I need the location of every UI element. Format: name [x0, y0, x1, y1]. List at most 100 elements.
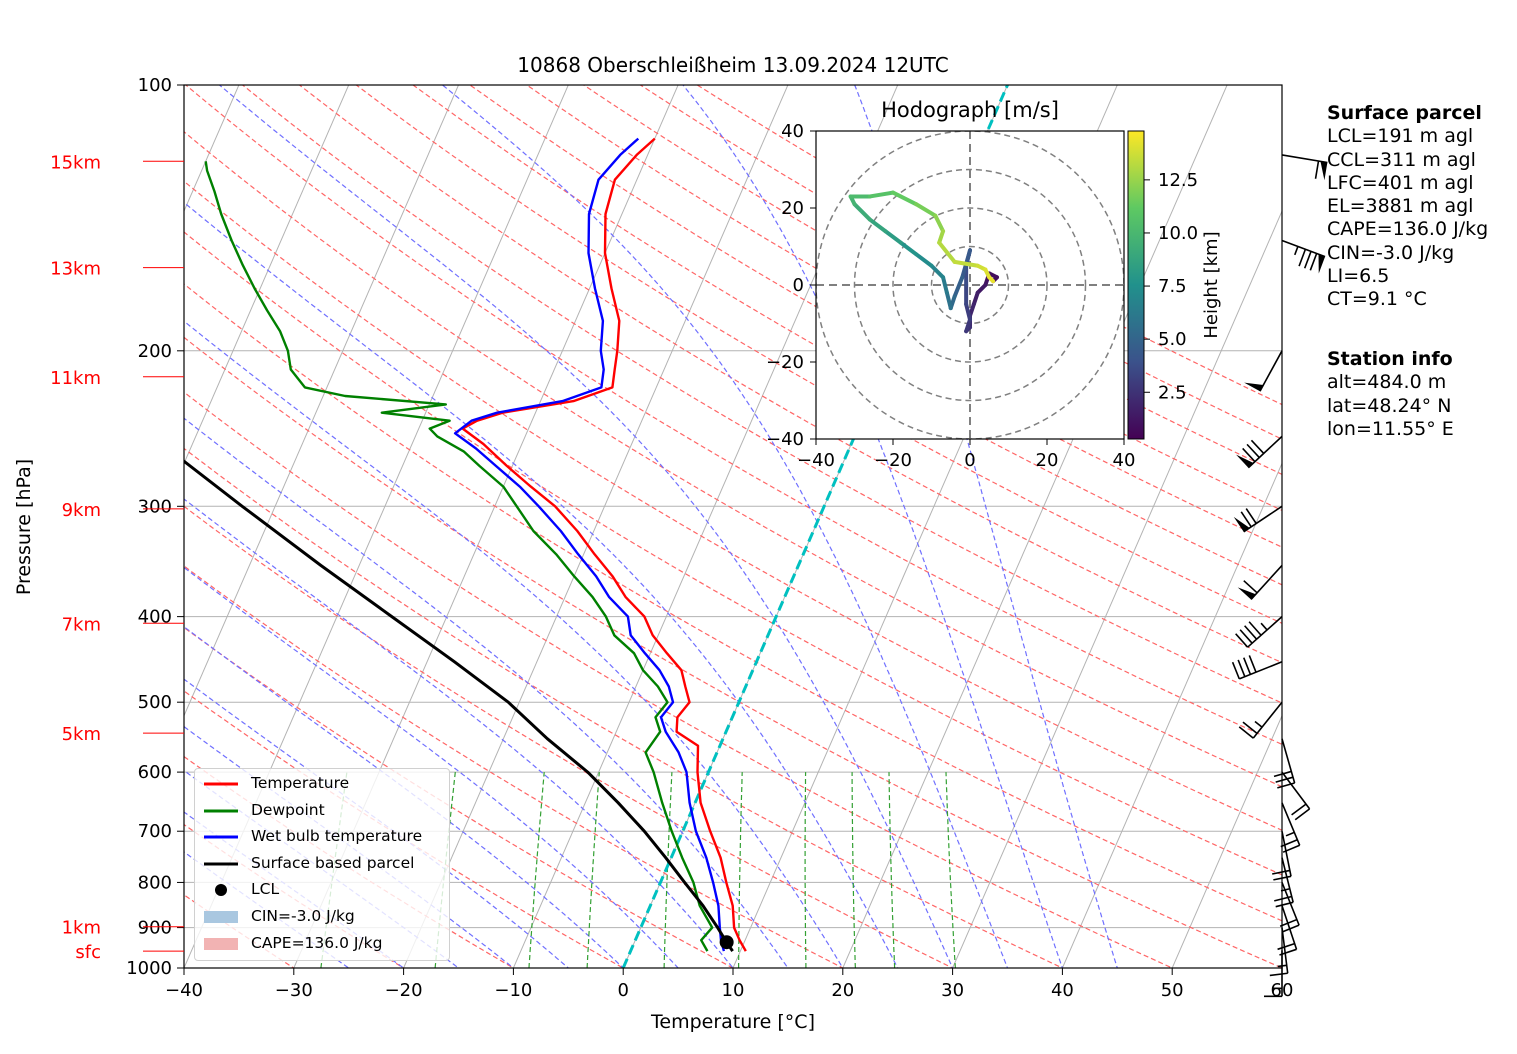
y-tick-label: 800	[138, 872, 172, 893]
hodograph-trace	[987, 275, 996, 284]
station-info-heading: Station info	[1327, 348, 1453, 370]
surface-parcel-line	[184, 459, 734, 952]
moist-adiabat-line	[184, 417, 789, 968]
moist-adiabat-line	[184, 201, 899, 968]
isotherm-line	[403, 85, 789, 968]
y-tick-label: 400	[138, 607, 172, 628]
dry-adiabat-line	[184, 565, 845, 968]
surface-parcel-panel: Surface parcel LCL=191 m agl CCL=311 m a…	[1327, 102, 1488, 312]
x-tick-label: −40	[165, 980, 203, 1001]
chart-legend: Temperature Dewpoint Wet bulb temperature S…	[194, 768, 450, 961]
legend-item: LCL	[195, 877, 449, 903]
isotherm-line	[1171, 714, 1282, 968]
dry-adiabat-line	[184, 447, 1064, 968]
hodograph-trace	[937, 240, 957, 264]
sounding-series	[184, 137, 747, 952]
hodograph-x-tick-label: 20	[1036, 450, 1059, 471]
dry-adiabat-line	[184, 505, 954, 968]
hodograph-trace	[944, 290, 953, 311]
legend-swatch	[215, 884, 227, 897]
x-tick-label: 20	[831, 980, 854, 1001]
isotherm-line	[184, 85, 350, 465]
wind-barb	[1273, 738, 1296, 789]
station-info-alt: alt=484.0 m	[1327, 371, 1447, 394]
hodograph-trace	[852, 202, 872, 222]
hodograph-y-tick-label: 40	[781, 121, 804, 142]
x-axis-label: Temperature [°C]	[650, 1011, 815, 1033]
hodograph-trace	[941, 275, 949, 295]
hodograph-trace	[914, 202, 938, 218]
hodograph-trace	[964, 302, 972, 322]
surface-parcel-ccl: CCL=311 m agl	[1327, 148, 1476, 171]
wind-barb	[1236, 435, 1283, 469]
lcl-marker	[719, 935, 734, 950]
mixing-ratio-line	[804, 772, 807, 968]
y-tick-label: 900	[138, 918, 172, 939]
dry-adiabat-line	[582, 85, 1282, 476]
surface-parcel-heading: Surface parcel	[1327, 102, 1482, 124]
x-tick-label: −10	[494, 980, 532, 1001]
y-tick-label: 300	[138, 496, 172, 517]
height-label: 9km	[62, 500, 101, 521]
axes-ticks: −40 −30 −20 −10 0 10 20 30 40 50 60100200300400500…	[50, 75, 1293, 1001]
hodograph-trace	[971, 290, 980, 307]
hodograph-y-tick-label: −20	[766, 352, 804, 373]
hodograph-x-tick-label: −20	[874, 450, 912, 471]
colorbar-tick-label: 10.0	[1158, 223, 1198, 244]
dewpoint-line	[204, 161, 714, 952]
moist-adiabat-line	[184, 566, 679, 968]
wind-barbs	[1231, 154, 1328, 998]
height-label: 15km	[50, 152, 101, 173]
legend-swatch	[204, 937, 238, 950]
mixing-ratio-line	[945, 772, 956, 968]
hodograph-title: Hodograph [m/s]	[881, 98, 1059, 122]
dry-adiabat-line	[184, 130, 1282, 788]
hodograph-trace	[933, 213, 946, 234]
hodograph-trace	[898, 240, 919, 257]
legend-swatch	[204, 835, 238, 839]
colorbar-tick-label: 7.5	[1158, 276, 1187, 297]
height-label: 13km	[50, 259, 101, 280]
y-tick-label: 700	[138, 821, 172, 842]
hodograph-trace	[883, 229, 903, 245]
dry-adiabat-line	[298, 85, 1282, 664]
moist-adiabat-line	[184, 626, 625, 968]
surface-parcel-cin: CIN=-3.0 J/kg	[1327, 241, 1455, 264]
moist-adiabat-line	[218, 85, 954, 968]
isotherm-line	[842, 85, 1228, 968]
wet-bulb-line	[453, 137, 726, 952]
x-tick-label: 0	[617, 980, 628, 1001]
legend-label: Dewpoint	[251, 800, 325, 819]
wind-barb	[1231, 655, 1283, 680]
legend-swatch	[204, 911, 238, 923]
hodograph-x-tick-label: 40	[1113, 450, 1136, 471]
station-info-lon: lon=11.55° E	[1327, 417, 1454, 440]
legend-label: Surface based parcel	[251, 853, 415, 872]
x-tick-label: −20	[385, 980, 423, 1001]
moist-adiabat-line	[184, 498, 734, 968]
hodograph-trace	[867, 217, 888, 234]
hodograph-inset: Hodograph [m/s] −40−40 −20 −20 0 0 20 20 40 40 2.5…	[766, 98, 1222, 471]
dry-adiabat-line	[412, 85, 1282, 586]
legend-label: Temperature	[251, 774, 350, 792]
station-info-lat: lat=48.24° N	[1327, 394, 1452, 417]
legend-item: CAPE=136.0 J/kg	[195, 931, 449, 957]
dry-adiabat-line	[468, 85, 1282, 548]
mixing-ratio-line	[738, 772, 743, 968]
moist-adiabat-line	[441, 85, 1009, 968]
wind-barb	[1269, 927, 1289, 977]
legend-label: Wet bulb temperature	[251, 827, 423, 846]
hodograph-trace	[952, 259, 980, 268]
colorbar-label: Height [km]	[1201, 231, 1222, 338]
legend-item: Surface based parcel	[195, 851, 449, 877]
y-tick-label: 600	[138, 762, 172, 783]
legend-item: Wet bulb temperature	[195, 824, 449, 850]
hodograph-x-tick-label: −40	[797, 450, 835, 471]
dry-adiabat-line	[184, 180, 1282, 831]
hodograph-trace	[937, 229, 946, 245]
legend-swatch	[204, 782, 238, 786]
legend-label: CIN=-3.0 J/kg	[251, 907, 355, 925]
wind-barb	[1233, 505, 1283, 533]
height-label: 5km	[62, 724, 101, 745]
wind-barb	[1237, 564, 1283, 600]
